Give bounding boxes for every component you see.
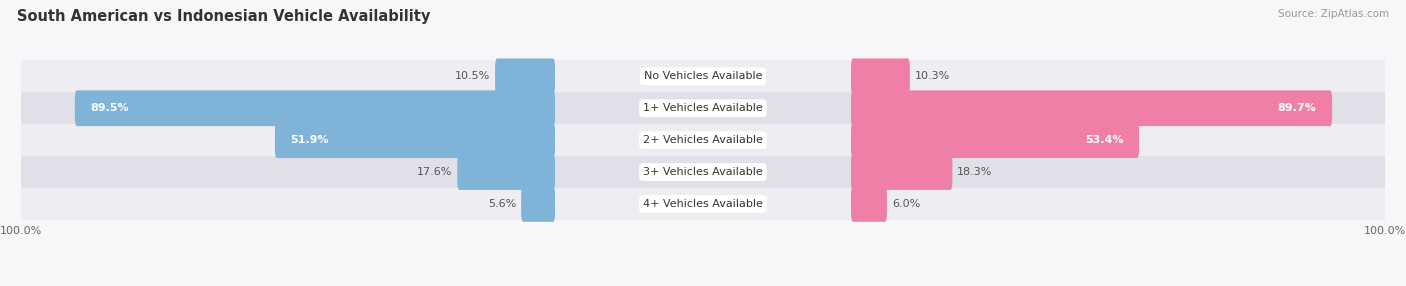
Text: 89.7%: 89.7% bbox=[1278, 103, 1316, 113]
Text: Source: ZipAtlas.com: Source: ZipAtlas.com bbox=[1278, 9, 1389, 19]
Text: 18.3%: 18.3% bbox=[957, 167, 993, 177]
Text: 5.6%: 5.6% bbox=[488, 199, 516, 209]
Text: 53.4%: 53.4% bbox=[1085, 135, 1123, 145]
FancyBboxPatch shape bbox=[21, 60, 1385, 92]
Text: 10.3%: 10.3% bbox=[915, 71, 950, 81]
FancyBboxPatch shape bbox=[522, 186, 555, 222]
FancyBboxPatch shape bbox=[75, 90, 555, 126]
Text: 17.6%: 17.6% bbox=[418, 167, 453, 177]
FancyBboxPatch shape bbox=[851, 154, 952, 190]
Text: 51.9%: 51.9% bbox=[291, 135, 329, 145]
Text: No Vehicles Available: No Vehicles Available bbox=[644, 71, 762, 81]
FancyBboxPatch shape bbox=[851, 186, 887, 222]
Text: 10.5%: 10.5% bbox=[456, 71, 491, 81]
FancyBboxPatch shape bbox=[495, 58, 555, 94]
FancyBboxPatch shape bbox=[21, 156, 1385, 188]
Text: 4+ Vehicles Available: 4+ Vehicles Available bbox=[643, 199, 763, 209]
FancyBboxPatch shape bbox=[851, 58, 910, 94]
FancyBboxPatch shape bbox=[21, 188, 1385, 220]
Text: 2+ Vehicles Available: 2+ Vehicles Available bbox=[643, 135, 763, 145]
FancyBboxPatch shape bbox=[457, 154, 555, 190]
Text: South American vs Indonesian Vehicle Availability: South American vs Indonesian Vehicle Ava… bbox=[17, 9, 430, 23]
Text: 3+ Vehicles Available: 3+ Vehicles Available bbox=[643, 167, 763, 177]
Text: 89.5%: 89.5% bbox=[90, 103, 129, 113]
Text: 1+ Vehicles Available: 1+ Vehicles Available bbox=[643, 103, 763, 113]
FancyBboxPatch shape bbox=[851, 90, 1331, 126]
FancyBboxPatch shape bbox=[276, 122, 555, 158]
FancyBboxPatch shape bbox=[21, 92, 1385, 124]
Text: 6.0%: 6.0% bbox=[891, 199, 920, 209]
FancyBboxPatch shape bbox=[21, 124, 1385, 156]
FancyBboxPatch shape bbox=[851, 122, 1139, 158]
